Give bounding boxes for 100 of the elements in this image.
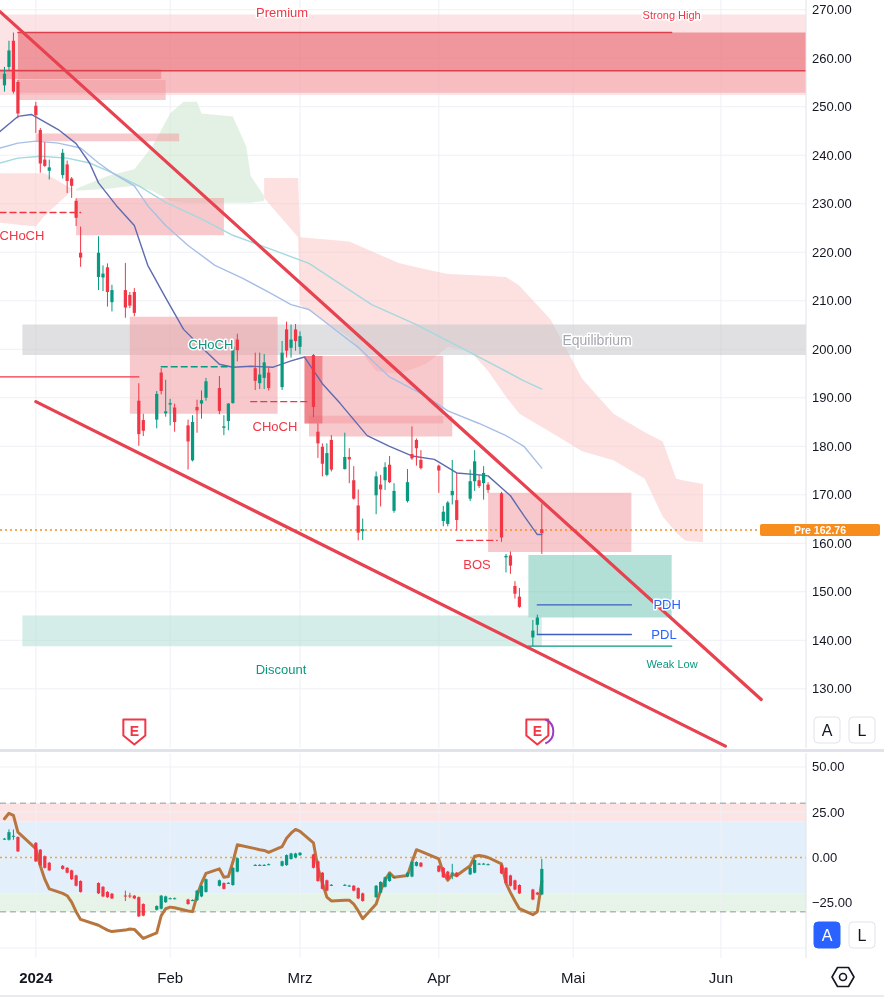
y-tick-label: 250.00 [812,99,852,115]
candlestick [320,442,325,477]
candlestick [222,414,226,436]
candlestick [123,262,127,319]
candlestick [7,40,11,71]
candlestick [65,160,69,194]
candlestick [78,226,83,268]
candlestick [293,323,298,352]
candlestick [374,471,378,515]
y-tick-label: 210.00 [812,293,852,309]
ref-line-label: Pre 162.76 [794,523,847,536]
candlestick [47,159,51,180]
line-series [2,811,544,940]
y-tick-label: 170.00 [812,487,852,503]
candlestick [540,503,544,555]
line-series [0,113,543,536]
annotation: E [129,722,140,739]
candlestick [217,375,222,415]
candlestick [508,551,513,575]
annotation: CHoCH [252,418,298,434]
candlestick [387,455,392,484]
candlestick [199,389,204,420]
candlestick [128,892,132,899]
text: L [857,721,867,739]
candlestick [137,895,141,918]
annotation: CHoCH [0,227,45,243]
candlestick [164,379,168,418]
candlestick [289,324,293,359]
candlestick [446,500,450,527]
candlestick [262,353,266,390]
candlestick [231,866,235,887]
candlestick [383,461,387,491]
candlestick [410,425,414,461]
annotation: PDL [651,626,677,642]
candlestick [298,851,302,857]
candlestick [195,399,199,434]
candlestick [34,841,38,863]
annotation: Premium [256,5,309,21]
annotation: E [532,722,543,739]
y-tick-label: 240.00 [812,147,852,163]
line-series [0,155,543,390]
candlestick [477,474,481,489]
y-tick-label: 180.00 [812,438,852,454]
y-tick-label: −25.00 [812,895,853,911]
annotation: Strong High [642,9,701,22]
candlestick [168,398,172,426]
y-tick-label: 190.00 [812,390,852,406]
candlestick [123,890,127,902]
candlestick [477,862,481,866]
annotation: BOS [463,556,492,572]
candlestick [204,377,208,402]
candlestick [513,580,517,600]
y-tick-label: 25.00 [812,804,845,820]
y-tick-label: 140.00 [812,632,852,648]
candlestick [298,330,302,355]
candlestick [132,287,136,317]
candlestick [486,481,490,494]
candlestick [253,352,257,391]
text: A [821,721,833,739]
candlestick [159,367,163,395]
annotation: Equilibrium [562,332,632,348]
candlestick [473,449,477,492]
candlestick [267,366,271,391]
candlestick [352,465,356,501]
x-tick-label: Jun [708,968,734,986]
x-tick-label: Mrz [287,968,313,986]
candlestick [481,465,486,501]
y-tick-label: 160.00 [812,535,852,551]
candlestick [486,862,490,866]
candlestick [392,875,396,879]
candlestick [34,101,38,134]
annotation: Discount [255,661,307,677]
candlestick [535,614,539,635]
y-tick-label: 200.00 [812,341,852,357]
text: L [857,926,867,944]
y-tick-label: 130.00 [812,681,852,697]
y-tick-label: 50.00 [812,759,845,775]
y-tick-label: 230.00 [812,196,852,212]
x-tick-label: Mai [561,968,586,986]
y-tick-label: 270.00 [812,2,852,18]
x-tick-label: Feb [157,968,184,986]
x-tick-label: Apr [427,968,451,986]
text: A [821,926,833,944]
annotation: Weak Low [646,658,698,670]
candlestick [517,587,522,609]
candlestick [226,402,230,431]
candlestick [325,442,329,477]
candlestick [468,469,472,502]
candlestick [316,422,320,459]
candlestick [450,863,454,880]
y-tick-label: 260.00 [812,50,852,66]
candlestick [361,518,365,541]
candlestick [343,432,347,471]
candlestick [419,449,423,471]
candlestick [61,148,65,180]
candlestick [437,464,441,494]
y-tick-label: 220.00 [812,244,852,260]
candlestick [186,419,190,471]
y-tick-label: 0.00 [812,849,838,865]
x-tick-label: 2024 [19,968,54,986]
